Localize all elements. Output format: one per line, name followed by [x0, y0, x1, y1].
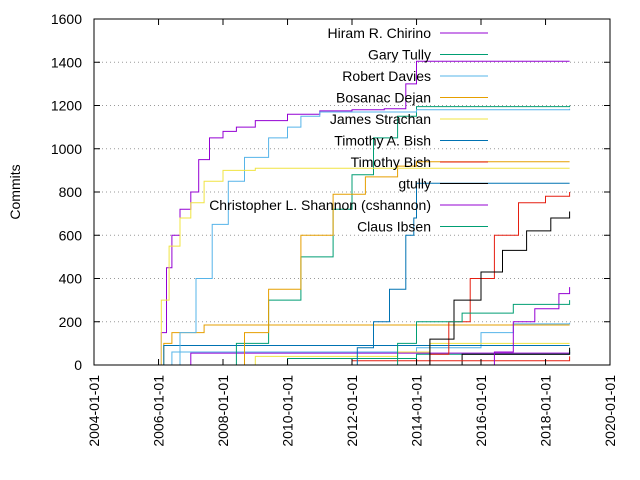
series-line [223, 161, 570, 366]
series-line [384, 300, 571, 366]
x-tick-label: 2004-01-01 [86, 375, 102, 447]
series-line [343, 182, 570, 366]
series-line-unlabeled [158, 322, 571, 366]
legend-label: James Strachan [330, 111, 431, 127]
x-tick-label: 2010-01-01 [280, 375, 296, 447]
y-tick-label: 800 [59, 184, 83, 200]
series-line [163, 108, 571, 366]
series-line-unlabeled [255, 356, 571, 366]
x-tick-label: 2016-01-01 [473, 375, 489, 447]
x-tick-labels: 2004-01-01 2006-01-01 2008-01-01 2010-01-01… [86, 375, 618, 447]
series-line [413, 211, 571, 366]
series-line-unlabeled [416, 347, 571, 366]
y-tick-label: 1000 [51, 141, 82, 157]
series-line-unlabeled [158, 345, 570, 366]
x-tick-label: 2008-01-01 [215, 375, 231, 447]
series-line [212, 105, 571, 366]
legend-label: Claus Ibsen [357, 219, 431, 235]
legend-label: Robert Davies [342, 68, 431, 84]
y-tick-label: 400 [59, 271, 83, 287]
x-tick-label: 2018-01-01 [538, 375, 554, 447]
legend-label: Christopher L. Shannon (cshannon) [209, 197, 431, 213]
y-tick-label: 200 [59, 314, 83, 330]
series-line [158, 60, 570, 366]
x-tick-label: 2014-01-01 [409, 375, 425, 447]
legend: Hiram R. Chirino Gary Tully Robert Davies B… [209, 25, 488, 235]
x-tick-label: 2020-01-01 [602, 375, 618, 447]
y-tick-label: 1200 [51, 98, 82, 114]
legend-label: Hiram R. Chirino [328, 25, 432, 41]
y-tick-label: 600 [59, 227, 83, 243]
axis-ticks [93, 18, 611, 366]
y-tick-label: 1600 [51, 11, 82, 27]
x-tick-label: 2012-01-01 [344, 375, 360, 447]
series-line [462, 287, 571, 366]
series-line [155, 167, 570, 366]
x-tick-label: 2006-01-01 [151, 375, 167, 447]
y-axis-label: Commits [7, 164, 23, 219]
series-lines [155, 60, 571, 366]
legend-label: Bosanac Dejan [336, 90, 431, 106]
legend-label: Gary Tully [368, 47, 431, 63]
series-line [413, 192, 571, 366]
y-tick-label: 0 [74, 357, 82, 373]
legend-label: Timothy Bish [351, 154, 431, 170]
y-tick-label: 1400 [51, 54, 82, 70]
legend-label: gtully [398, 176, 431, 192]
legend-label: Timothy A. Bish [334, 133, 431, 149]
y-tick-labels: 0 200 400 600 800 1000 1200 1400 1600 [51, 11, 82, 373]
